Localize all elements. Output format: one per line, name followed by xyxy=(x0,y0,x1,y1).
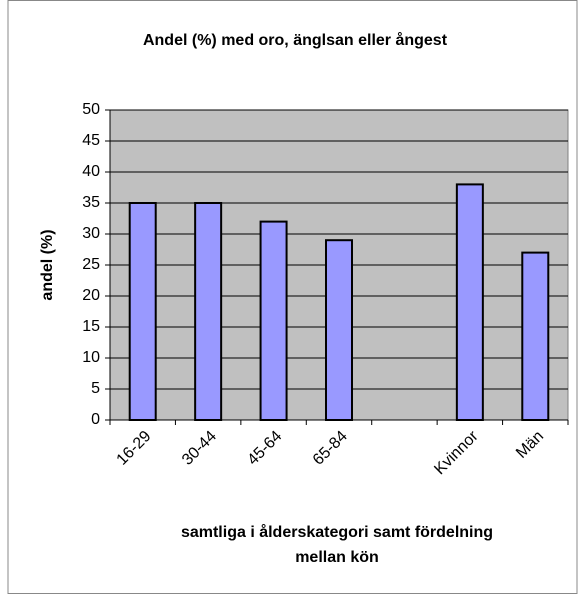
chart-title: Andel (%) med oro, änglsan eller ångest xyxy=(143,31,448,49)
bar xyxy=(325,239,353,421)
y-tick-label: 0 xyxy=(91,411,100,428)
y-tick-label: 25 xyxy=(82,256,100,273)
y-tick-label: 5 xyxy=(91,380,100,397)
y-axis-label: andel (%) xyxy=(39,229,56,300)
y-tick-label: 20 xyxy=(82,287,100,304)
y-tick-label: 35 xyxy=(82,194,100,211)
bar xyxy=(259,220,288,421)
bar xyxy=(128,202,157,421)
bar xyxy=(455,183,484,421)
y-tick-label: 45 xyxy=(82,132,100,149)
x-axis-label: mellan kön xyxy=(295,549,379,566)
y-tick-label: 30 xyxy=(82,225,100,242)
bar xyxy=(521,251,550,421)
y-tick-label: 40 xyxy=(82,163,100,180)
y-tick-label: 50 xyxy=(82,101,100,118)
y-tick-label: 15 xyxy=(82,318,100,335)
bar xyxy=(194,202,223,421)
x-axis-label: samtliga i ålderskategori samt fördelnin… xyxy=(181,523,493,541)
y-tick-label: 10 xyxy=(82,349,100,366)
